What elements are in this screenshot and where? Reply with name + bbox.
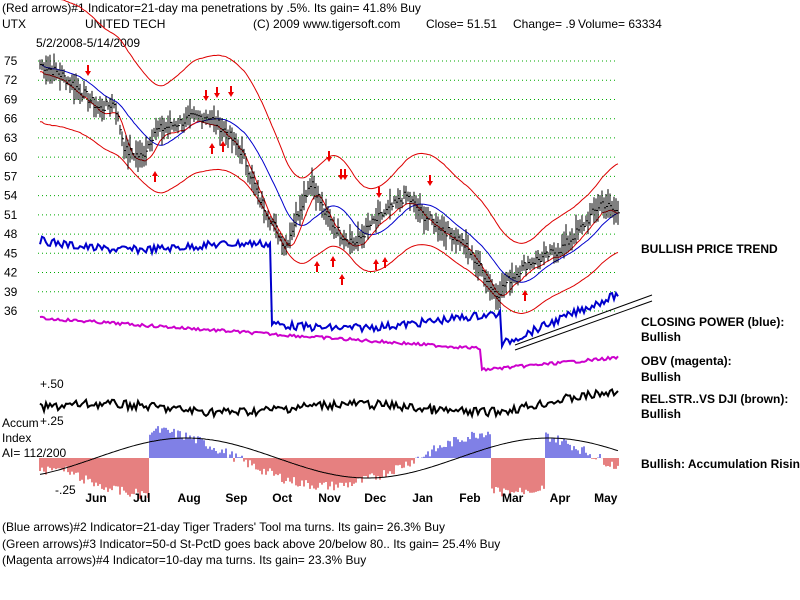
bullish-trend-label: BULLISH PRICE TREND bbox=[641, 242, 778, 256]
y-tick-label-42: 42 bbox=[4, 266, 18, 280]
buy-arrow bbox=[522, 290, 528, 301]
footer-line-1: (Blue arrows)#2 Indicator=21-day Tiger T… bbox=[2, 520, 445, 534]
month-label-oct: Oct bbox=[272, 491, 292, 505]
month-label-apr: Apr bbox=[550, 491, 571, 505]
buy-arrow bbox=[314, 261, 320, 272]
accum-ma-line bbox=[39, 437, 619, 479]
obv-line bbox=[39, 315, 619, 372]
footer-line-2: (Green arrows)#3 Indicator=50-d St-PctD … bbox=[2, 537, 501, 551]
accum-label: Accum bbox=[2, 416, 39, 430]
index-label: Index bbox=[2, 431, 32, 445]
y-tick-label-75: 75 bbox=[4, 54, 18, 68]
buy-arrow bbox=[382, 257, 388, 268]
header-indicator-line: (Red arrows)#1 Indicator=21-day ma penet… bbox=[2, 1, 421, 15]
month-label-nov: Nov bbox=[318, 491, 341, 505]
y-tick-label-36: 36 bbox=[4, 304, 18, 318]
month-label-may: May bbox=[594, 491, 618, 505]
month-label-mar: Mar bbox=[502, 491, 524, 505]
change-value: Change= .9 bbox=[513, 17, 576, 31]
y-tick-label-66: 66 bbox=[4, 112, 18, 126]
buy-arrow bbox=[209, 143, 215, 154]
month-label-jan: Jan bbox=[412, 491, 433, 505]
sell-arrow bbox=[338, 169, 344, 180]
y-tick-label-60: 60 bbox=[4, 150, 18, 164]
lower-band-line bbox=[39, 121, 619, 315]
accum-tick-label-0: -.25 bbox=[55, 483, 76, 497]
closing-power-status: Bullish bbox=[641, 330, 682, 344]
rs-tick-label-1: +.25 bbox=[40, 414, 64, 428]
buy-arrow bbox=[339, 274, 345, 285]
relstr-status: Bullish bbox=[641, 407, 682, 421]
y-tick-label-48: 48 bbox=[4, 227, 18, 241]
sell-arrow bbox=[342, 169, 348, 180]
y-tick-label-54: 54 bbox=[4, 189, 18, 203]
obv-label: OBV (magenta): bbox=[641, 354, 732, 368]
y-tick-label-39: 39 bbox=[4, 285, 18, 299]
buy-arrow bbox=[330, 256, 336, 267]
month-label-aug: Aug bbox=[177, 491, 200, 505]
accum-histogram bbox=[39, 426, 619, 499]
y-tick-label-72: 72 bbox=[4, 73, 18, 87]
date-range: 5/2/2008-5/14/2009 bbox=[36, 36, 141, 50]
trendline-upper bbox=[514, 294, 653, 346]
footer-line-3: (Magenta arrows)#4 Indicator=10-day ma t… bbox=[2, 553, 367, 567]
month-label-jun: Jun bbox=[85, 491, 106, 505]
closing-power-line bbox=[39, 235, 619, 351]
copyright: (C) 2009 www.tigersoft.com bbox=[253, 17, 401, 31]
relative-strength-line bbox=[39, 387, 619, 420]
short-ma-line bbox=[39, 71, 619, 297]
relstr-label: REL.STR..VS DJI (brown): bbox=[641, 392, 789, 406]
buy-arrow bbox=[373, 259, 379, 270]
sell-arrow bbox=[214, 87, 220, 98]
y-tick-label-57: 57 bbox=[4, 169, 18, 183]
sell-arrow bbox=[203, 90, 209, 101]
company-name: UNITED TECH bbox=[85, 17, 166, 31]
buy-arrow bbox=[220, 141, 226, 152]
signal-arrows bbox=[85, 65, 528, 301]
sell-arrow bbox=[326, 151, 332, 162]
ai-value: AI= 112/200 bbox=[2, 446, 67, 460]
month-label-dec: Dec bbox=[364, 491, 386, 505]
close-value: Close= 51.51 bbox=[426, 17, 498, 31]
rs-tick-label-0: +.50 bbox=[40, 377, 64, 391]
closing-power-label: CLOSING POWER (blue): bbox=[641, 315, 785, 329]
price-bars bbox=[39, 53, 620, 310]
sell-arrow bbox=[376, 187, 382, 198]
month-label-jul: Jul bbox=[133, 491, 150, 505]
y-tick-label-69: 69 bbox=[4, 92, 18, 106]
trendline-lower bbox=[514, 300, 653, 351]
sell-arrow bbox=[85, 65, 91, 76]
y-tick-label-45: 45 bbox=[4, 246, 18, 260]
y-tick-label-63: 63 bbox=[4, 131, 18, 145]
ticker-symbol: UTX bbox=[2, 17, 26, 31]
y-tick-label-51: 51 bbox=[4, 208, 18, 222]
sell-arrow bbox=[427, 175, 433, 186]
moving-average-line bbox=[39, 64, 619, 283]
obv-status: Bullish bbox=[641, 370, 682, 384]
month-label-feb: Feb bbox=[459, 491, 480, 505]
month-label-sep: Sep bbox=[225, 491, 247, 505]
buy-arrow bbox=[152, 171, 158, 182]
sell-arrow bbox=[228, 86, 234, 97]
volume-value: Volume= 63334 bbox=[578, 17, 662, 31]
accum-status: Bullish: Accumulation Rising bbox=[641, 457, 800, 471]
